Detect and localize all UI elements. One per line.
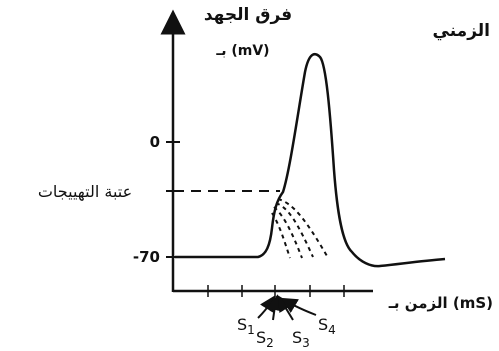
y-axis-unit: بـ (mV) (215, 43, 269, 59)
stimulus-label-s3: S3 (292, 328, 310, 350)
stimulus-label-s2: S2 (256, 328, 274, 350)
threshold-label: عتبة التهييجات (38, 182, 132, 202)
x-axis-title: الزمن بـ (mS) (388, 294, 493, 312)
zero-tick-label: 0 (150, 133, 160, 151)
action-potential-curve (175, 53, 446, 268)
stimulus-label-s4: S4 (318, 315, 336, 337)
corner-title: الزمني (433, 21, 490, 41)
stimulus-label-s1: S1 (237, 315, 255, 337)
subthreshold-responses (271, 198, 328, 259)
rest-tick-label: -70 (133, 248, 160, 266)
x-ticks (207, 285, 345, 297)
y-axis-title: فرق الجهد (204, 5, 292, 25)
stimulus-arrows (257, 294, 317, 321)
